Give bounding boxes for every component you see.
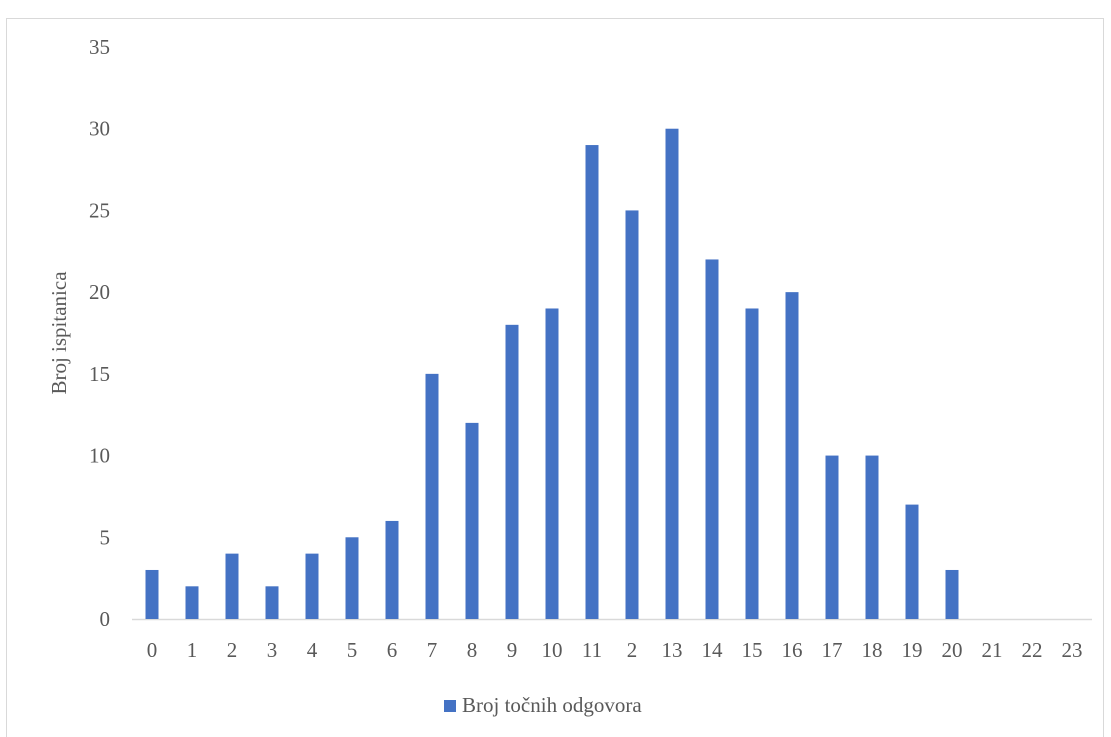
x-tick-label: 17 [822,638,843,662]
x-tick-label: 14 [702,638,724,662]
x-tick-label: 21 [982,638,1003,662]
bar [225,553,239,619]
x-tick-label: 6 [387,638,398,662]
bar [785,292,799,619]
x-tick-label: 4 [307,638,318,662]
x-tick-label: 18 [862,638,883,662]
bar [825,455,839,619]
legend: Broj točnih odgovora [444,693,642,718]
x-axis-ticks: 0 1 2 3 4 5 6 7 8 9 10 11 2 13 14 15 16 17 18 19 20 21 22 23 [147,638,1083,662]
x-tick-label: 5 [347,638,358,662]
x-tick-label: 8 [467,638,478,662]
bar [465,422,479,619]
x-tick-label: 22 [1022,638,1043,662]
y-axis-title: Broj ispitanica [47,271,71,395]
bar [905,504,919,619]
x-tick-label: 1 [187,638,198,662]
x-tick-label: 15 [742,638,763,662]
x-tick-label: 20 [942,638,963,662]
bar [705,259,719,619]
y-tick-label: 25 [89,198,110,222]
bar [145,569,159,619]
y-tick-label: 30 [89,117,110,141]
y-tick-label: 10 [89,444,110,468]
bar [585,145,599,620]
y-tick-label: 20 [89,280,110,304]
x-tick-label: 3 [267,638,278,662]
legend-swatch [444,699,456,712]
bar [625,210,639,619]
bar [665,128,679,619]
x-tick-label: 23 [1062,638,1083,662]
y-tick-label: 15 [89,362,110,386]
bar [385,520,399,619]
bars [145,128,959,620]
x-tick-label: 13 [662,638,683,662]
x-tick-label: 11 [582,638,602,662]
bar [865,455,879,619]
y-tick-label: 35 [89,35,110,59]
bar [265,586,279,619]
bar [745,308,759,619]
y-tick-label: 5 [100,525,111,549]
bar [545,308,559,619]
legend-label: Broj točnih odgovora [462,693,642,717]
x-tick-label: 9 [507,638,518,662]
x-tick-label: 0 [147,638,158,662]
x-tick-label: 19 [902,638,923,662]
x-tick-label: 16 [782,638,803,662]
bar [945,569,959,619]
bar [185,586,199,619]
y-axis-ticks: 0 5 10 15 20 25 30 35 [89,35,110,631]
x-tick-label: 7 [427,638,438,662]
bar [425,373,439,619]
bar [345,537,359,619]
y-tick-label: 0 [100,607,111,631]
x-tick-label: 10 [542,638,563,662]
x-tick-label: 2 [627,638,638,662]
x-tick-label: 2 [227,638,238,662]
bar [505,324,519,619]
bar [305,553,319,619]
